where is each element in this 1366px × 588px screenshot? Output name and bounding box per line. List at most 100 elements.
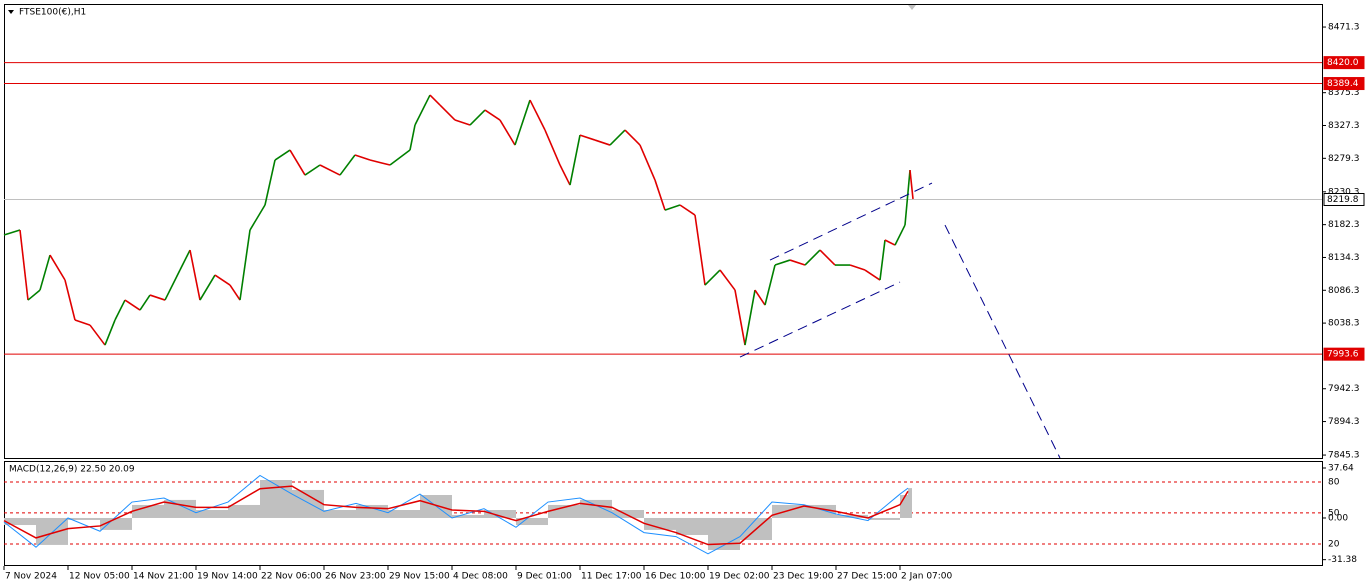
price-segment xyxy=(369,159,391,166)
x-tick-label: 11 Dec 17:00 xyxy=(581,572,642,582)
x-tick-label: 4 Dec 08:00 xyxy=(453,572,508,582)
price-segment xyxy=(594,139,611,146)
y-tick-label: 8279.3 xyxy=(1328,154,1360,164)
price-segment xyxy=(164,269,181,301)
level-label-box xyxy=(1323,56,1365,70)
price-segment xyxy=(579,134,596,141)
price-segment xyxy=(289,149,306,176)
price-segment xyxy=(454,119,471,126)
price-segment xyxy=(469,109,486,126)
histogram-bar xyxy=(868,517,900,520)
x-tick-label: 26 Nov 23:00 xyxy=(325,572,386,582)
price-segment xyxy=(754,289,766,306)
price-segment xyxy=(49,254,66,281)
price-segment xyxy=(139,294,151,311)
y-tick-label: 8375.3 xyxy=(1328,88,1360,98)
price-segment xyxy=(214,274,231,286)
histogram-bar xyxy=(324,510,356,518)
x-tick-label: 12 Nov 05:00 xyxy=(69,572,130,582)
price-segment xyxy=(694,214,706,286)
histogram-bar xyxy=(260,479,292,518)
trendline xyxy=(769,182,933,261)
x-tick-label: 2 Jan 07:00 xyxy=(901,572,953,582)
histogram-bar xyxy=(164,499,196,518)
price-segment xyxy=(904,170,911,226)
histogram-bar xyxy=(68,517,100,520)
price-segment xyxy=(114,299,126,321)
price-segment xyxy=(894,224,906,246)
price-segment xyxy=(409,124,416,151)
price-segment xyxy=(64,279,76,321)
price-segment xyxy=(734,289,746,346)
chart-title: FTSE100(€),H1 xyxy=(19,8,86,18)
price-panel xyxy=(4,4,1323,459)
price-segment xyxy=(569,134,581,186)
y-tick-label: 8230.3 xyxy=(1328,187,1360,197)
macd-title: MACD(12,26,9) 22.50 20.09 xyxy=(9,465,135,475)
y-tick-label: 7894.3 xyxy=(1328,417,1360,427)
level-label-box xyxy=(1323,77,1365,91)
price-segment xyxy=(74,319,91,326)
price-segment xyxy=(239,229,251,301)
price-segment xyxy=(499,119,516,146)
price-segment xyxy=(104,319,116,346)
menu-arrow[interactable] xyxy=(8,10,14,14)
price-segment xyxy=(484,109,501,121)
histogram-bar xyxy=(580,499,612,518)
level-label: 7993.6 xyxy=(1327,350,1359,360)
y-tick-label: 8471.3 xyxy=(1328,23,1360,33)
price-segment xyxy=(679,204,696,216)
level-label: 8389.4 xyxy=(1327,79,1359,89)
histogram-bar xyxy=(676,517,708,535)
y-tick-label: 37.64 xyxy=(1328,463,1354,473)
level-label: 8219.8 xyxy=(1327,195,1359,205)
price-segment xyxy=(354,154,371,161)
price-segment xyxy=(189,249,201,301)
y-tick-label: 8182.3 xyxy=(1328,220,1360,230)
histogram-bar xyxy=(196,510,228,518)
histogram-bar xyxy=(388,510,420,518)
price-segment xyxy=(639,144,656,181)
price-segment xyxy=(744,289,756,346)
x-tick-label: 23 Dec 19:00 xyxy=(773,572,834,582)
price-segment xyxy=(514,99,531,146)
y-tick-label: 8134.3 xyxy=(1328,253,1360,263)
y-tick-label: 0.00 xyxy=(1328,513,1348,523)
histogram-bar xyxy=(100,517,132,530)
level-label-box xyxy=(1323,193,1365,207)
price-segment xyxy=(179,249,191,271)
x-tick-label: 19 Nov 14:00 xyxy=(197,572,258,582)
price-segment xyxy=(389,149,411,166)
main-line xyxy=(3,474,909,555)
price-segment xyxy=(124,299,141,311)
y-tick-label: 7845.3 xyxy=(1328,451,1360,461)
histogram-bar xyxy=(292,489,324,518)
level-label-box xyxy=(1323,347,1365,361)
histogram-bar xyxy=(804,504,836,518)
price-segment xyxy=(439,104,456,121)
y-tick-label: 8086.3 xyxy=(1328,286,1360,296)
histogram-bar xyxy=(228,504,260,518)
price-segment xyxy=(199,274,216,301)
x-tick-label: 29 Nov 15:00 xyxy=(389,572,450,582)
price-segment xyxy=(884,239,896,246)
price-segment xyxy=(764,264,776,306)
price-segment xyxy=(89,324,106,346)
price-segment xyxy=(774,259,791,266)
price-segment xyxy=(414,94,431,126)
price-segment xyxy=(429,94,441,106)
level-label: 20 xyxy=(1328,540,1340,550)
y-tick-label: -31.38 xyxy=(1328,555,1357,565)
y-tick-label: 7942.3 xyxy=(1328,384,1360,394)
histogram-bar xyxy=(644,517,676,530)
price-segment xyxy=(719,269,736,291)
price-segment xyxy=(229,284,241,301)
level-label: 8420.0 xyxy=(1327,58,1359,68)
x-tick-label: 9 Dec 01:00 xyxy=(517,572,572,582)
price-segment xyxy=(789,259,806,266)
y-tick-label: 8038.3 xyxy=(1328,319,1360,329)
trendline xyxy=(739,281,901,358)
price-segment xyxy=(149,294,166,301)
price-segment xyxy=(249,204,266,231)
